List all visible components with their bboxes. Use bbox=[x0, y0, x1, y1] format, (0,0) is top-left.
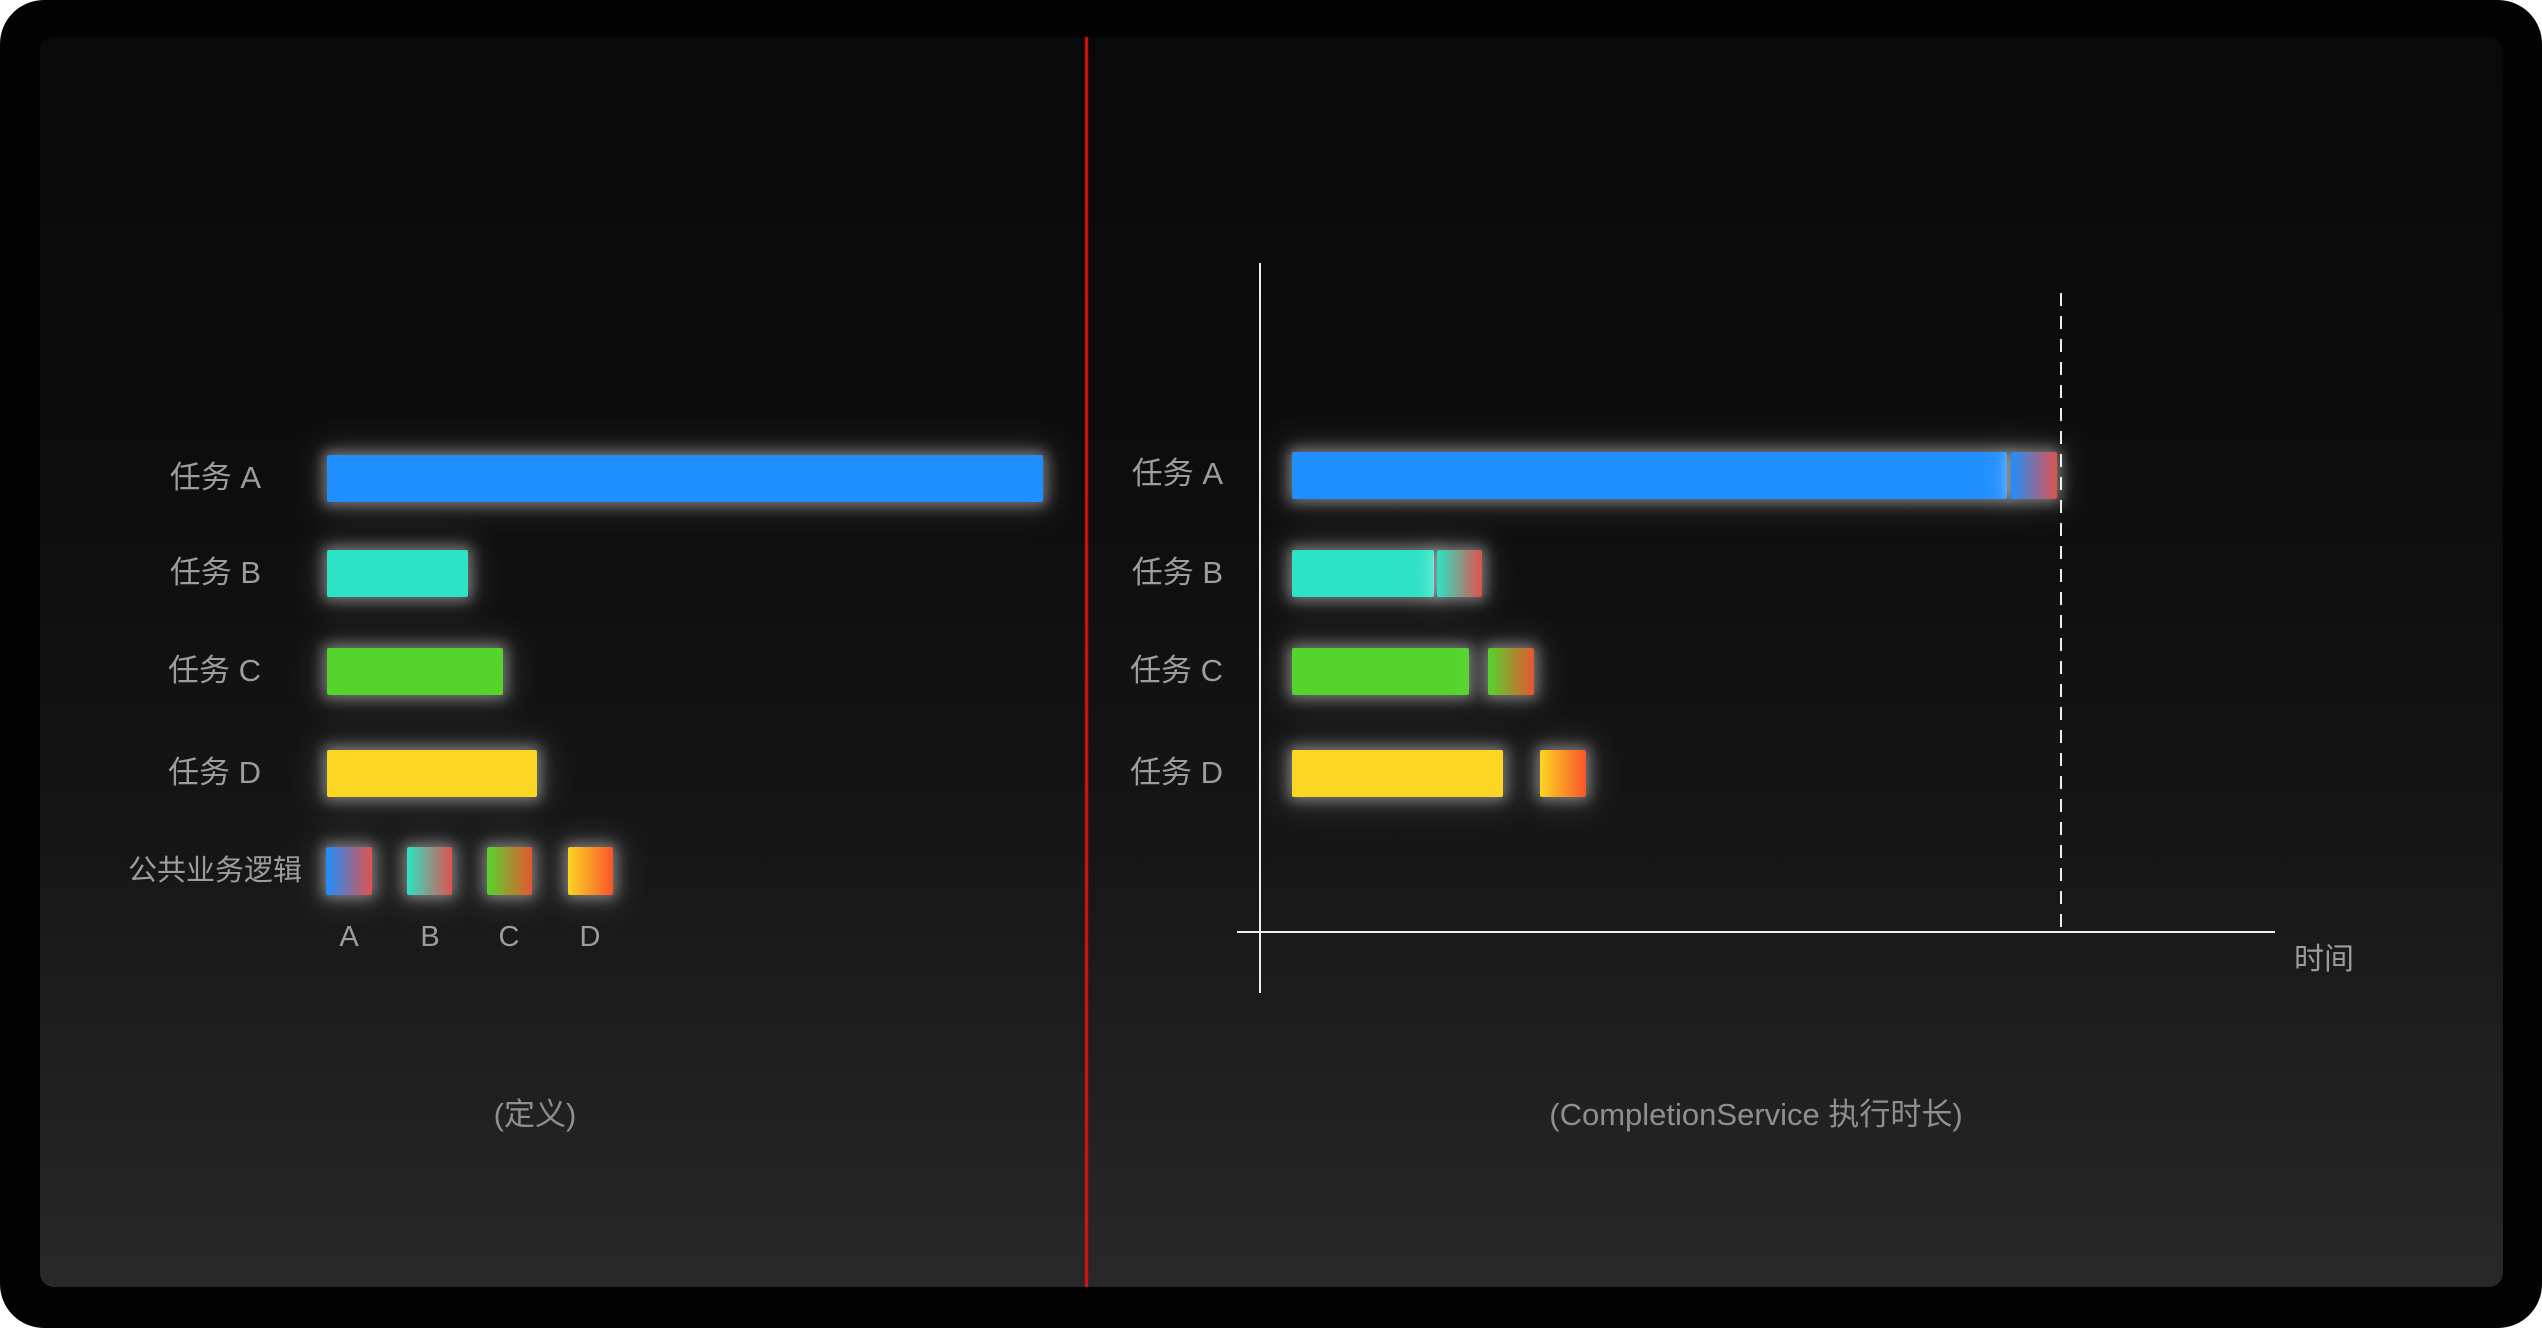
red-divider-line bbox=[1085, 37, 1088, 1287]
right-task-c-common-segment bbox=[1488, 648, 1534, 695]
completion-time-dashed-line bbox=[2060, 293, 2062, 932]
left-task-a-label: 任务 A bbox=[169, 460, 261, 495]
right-task-a-bar bbox=[1292, 452, 2007, 499]
left-common-logic-square-d bbox=[568, 847, 613, 895]
left-common-logic-square-a bbox=[326, 847, 372, 895]
right-task-d-label: 任务 D bbox=[1130, 755, 1223, 790]
left-task-b-label: 任务 B bbox=[169, 555, 261, 590]
left-task-d-bar bbox=[327, 750, 537, 797]
y-axis-line bbox=[1259, 263, 1261, 993]
left-common-logic-square-b bbox=[407, 847, 452, 895]
left-common-logic-square-c bbox=[487, 847, 532, 895]
left-unit-label-b: B bbox=[420, 921, 440, 953]
right-task-b-common-segment bbox=[1437, 550, 1482, 597]
left-unit-label-c: C bbox=[498, 921, 520, 953]
left-common-logic-label: 公共业务逻辑 bbox=[127, 855, 302, 887]
left-task-a-bar bbox=[327, 455, 1043, 502]
left-unit-label-d: D bbox=[579, 921, 601, 953]
left-task-c-bar bbox=[327, 648, 503, 695]
right-task-a-label: 任务 A bbox=[1131, 456, 1223, 491]
right-task-c-label: 任务 C bbox=[1130, 653, 1223, 688]
x-axis-label: 时间 bbox=[2294, 943, 2354, 976]
right-task-d-common-segment bbox=[1540, 750, 1586, 797]
right-task-d-bar bbox=[1292, 750, 1503, 797]
left-unit-label-a: A bbox=[339, 921, 359, 953]
left-task-b-bar bbox=[327, 550, 468, 597]
left-task-d-label: 任务 D bbox=[168, 755, 261, 790]
x-axis-line bbox=[1237, 931, 2275, 933]
right-task-a-common-segment bbox=[2011, 452, 2057, 499]
right-task-b-label: 任务 B bbox=[1131, 555, 1223, 590]
left-caption: (定义) bbox=[493, 1097, 577, 1132]
right-task-b-bar bbox=[1292, 550, 1434, 597]
right-task-c-bar bbox=[1292, 648, 1469, 695]
left-task-c-label: 任务 C bbox=[168, 653, 261, 688]
right-caption: (CompletionService 执行时长) bbox=[1549, 1097, 1963, 1132]
